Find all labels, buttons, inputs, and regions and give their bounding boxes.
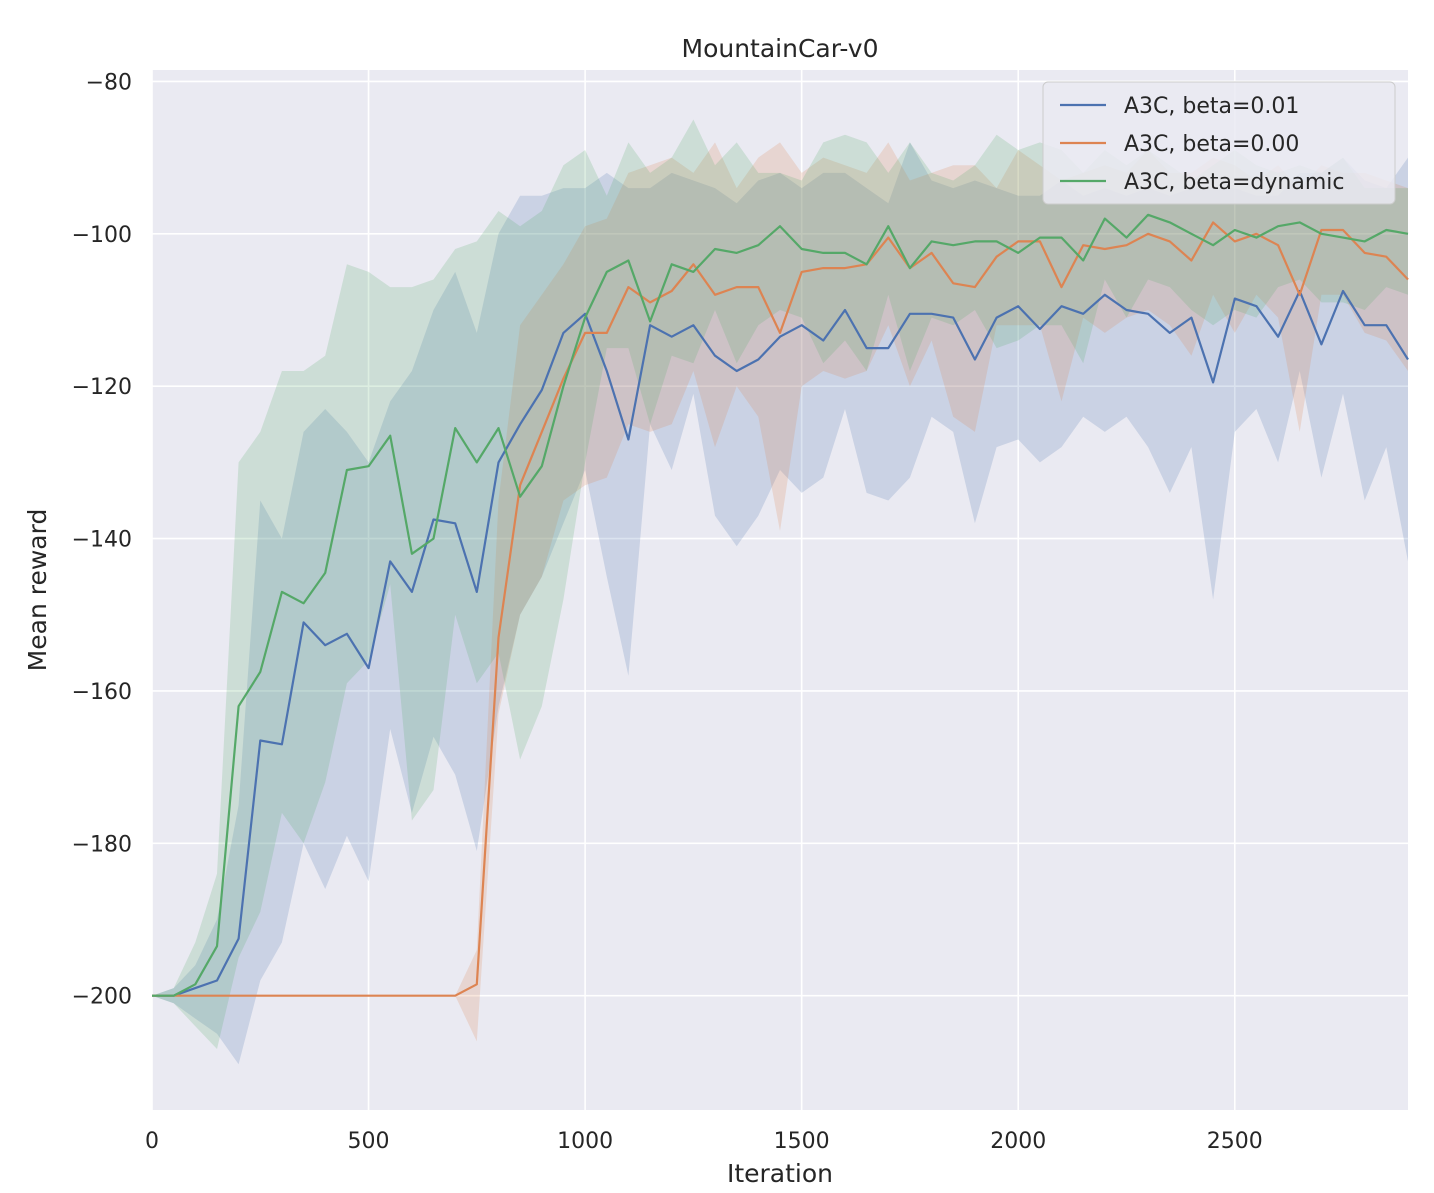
y-tick-label-2: −160: [72, 680, 132, 705]
y-tick-label-1: −180: [72, 832, 132, 857]
y-tick-label-5: −100: [72, 223, 132, 248]
legend-label-1: A3C, beta=0.00: [1124, 132, 1299, 157]
series-band-1: [152, 142, 1408, 1042]
x-tick-labels: 0 500 1000 1500 2000 2500: [145, 1129, 1263, 1154]
x-tick-label-3: 1500: [774, 1129, 830, 1154]
series-line-1: [152, 221, 1409, 997]
x-tick-label-0: 0: [145, 1129, 159, 1154]
legend-box: [1042, 81, 1396, 205]
y-tick-label-6: −80: [86, 70, 132, 95]
y-tick-label-3: −140: [72, 528, 132, 553]
x-tick-label-2: 1000: [557, 1129, 613, 1154]
series-line-0: [152, 289, 1409, 997]
legend: A3C, beta=0.01 A3C, beta=0.00 A3C, beta=…: [1042, 81, 1396, 205]
legend-label-2: A3C, beta=dynamic: [1124, 170, 1344, 195]
y-tick-labels: −200 −180 −160 −140 −120 −100 −80: [72, 70, 132, 1009]
series-line-2: [152, 213, 1409, 997]
y-tick-label-4: −120: [72, 375, 132, 400]
x-tick-label-1: 500: [348, 1129, 390, 1154]
plot-background: [152, 70, 1408, 1110]
y-tick-label-0: −200: [72, 985, 132, 1010]
series-band-2: [152, 119, 1408, 1049]
y-axis-title: Mean reward: [23, 509, 52, 672]
confidence-bands: [152, 119, 1408, 1065]
chart-title: MountainCar-v0: [682, 34, 879, 63]
gridlines: [151, 70, 1408, 1110]
series-band-0: [152, 142, 1408, 1065]
x-tick-label-4: 2000: [990, 1129, 1046, 1154]
x-axis-title: Iteration: [727, 1159, 833, 1188]
legend-label-0: A3C, beta=0.01: [1124, 94, 1299, 119]
series-lines: [152, 213, 1409, 997]
x-tick-label-5: 2500: [1207, 1129, 1263, 1154]
